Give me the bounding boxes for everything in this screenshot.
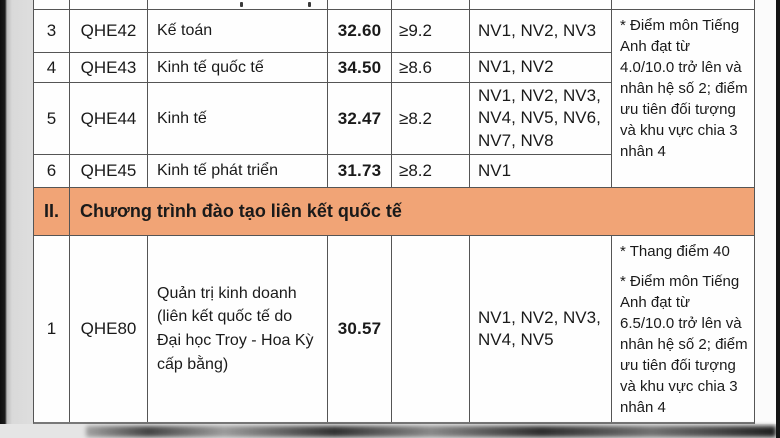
condition-cell (392, 236, 470, 422)
major-cell: Kinh tế (148, 83, 328, 155)
nv-cell: NV1, NV2, NV3, NV4, NV5 (470, 236, 612, 422)
code-cell: QHE44 (70, 83, 148, 155)
clipped-row-cell (328, 0, 392, 10)
page-left-margin (0, 0, 33, 438)
stt-cell: 5 (34, 83, 70, 155)
condition-cell: ≥8.6 (392, 53, 470, 83)
condition-cell: ≥8.2 (392, 83, 470, 155)
score-cell: 30.57 (328, 236, 392, 422)
nv-cell: NV1, NV2 (470, 53, 612, 83)
major-cell: Kinh tế quốc tế (148, 53, 328, 83)
stt-cell: 3 (34, 10, 70, 53)
major-cell: Kinh tế phát triển (148, 155, 328, 188)
clipped-row-cell (470, 0, 612, 10)
admissions-table: 3 QHE42 Kế toán 32.60 ≥9.2 NV1, NV2, NV3… (33, 0, 755, 424)
clipped-text-remnant (240, 2, 243, 7)
clipped-row-cell (392, 0, 470, 10)
condition-cell: ≥8.2 (392, 155, 470, 188)
clipped-row-cell (70, 0, 148, 10)
score-cell: 31.73 (328, 155, 392, 188)
code-cell: QHE42 (70, 10, 148, 53)
major-cell: Quản trị kinh doanh (liên kết quốc tế do… (148, 236, 328, 422)
condition-cell: ≥9.2 (392, 10, 470, 53)
stt-cell: 4 (34, 53, 70, 83)
note-scale: * Thang điểm 40 (620, 243, 730, 260)
score-cell: 32.60 (328, 10, 392, 53)
note-english: * Điểm môn Tiếng Anh đạt từ 6.5/10.0 trở… (620, 273, 748, 416)
section1-note-cell: * Điểm môn Tiếng Anh đạt từ 4.0/10.0 trở… (612, 10, 754, 188)
clipped-row-cell (34, 0, 70, 10)
section-numeral: II. (34, 188, 70, 236)
nv-cell: NV1 (470, 155, 612, 188)
section2-note-cell: * Thang điểm 40 * Điểm môn Tiếng Anh đạt… (612, 236, 754, 422)
clipped-row-cell (612, 0, 754, 10)
section-title: Chương trình đào tạo liên kết quốc tế (70, 188, 754, 236)
code-cell: QHE43 (70, 53, 148, 83)
clipped-row-cell (148, 0, 328, 10)
clipped-text-remnant (308, 2, 311, 7)
stt-cell: 1 (34, 236, 70, 422)
score-cell: 32.47 (328, 83, 392, 155)
code-cell: QHE45 (70, 155, 148, 188)
stt-cell: 6 (34, 155, 70, 188)
score-cell: 34.50 (328, 53, 392, 83)
blurred-footer-text (86, 426, 776, 437)
nv-cell: NV1, NV2, NV3, NV4, NV5, NV6, NV7, NV8 (470, 83, 612, 155)
page-right-edge (776, 0, 780, 438)
major-cell: Kế toán (148, 10, 328, 53)
nv-cell: NV1, NV2, NV3 (470, 10, 612, 53)
code-cell: QHE80 (70, 236, 148, 422)
